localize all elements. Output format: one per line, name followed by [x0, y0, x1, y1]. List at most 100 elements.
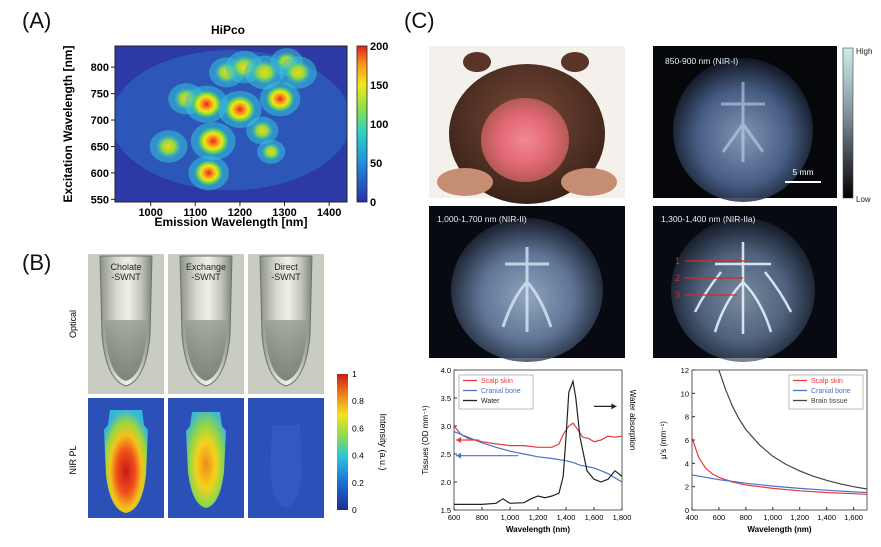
heatmap-xtick-label: 1100 — [183, 207, 207, 219]
row-label-optical: Optical — [68, 310, 78, 338]
x-tick-label: 600 — [448, 513, 461, 522]
x-tick-label: 800 — [740, 513, 753, 522]
x-tick-label: 1,200 — [529, 513, 548, 522]
nirpl-tube-3 — [270, 425, 302, 508]
panel-label-a: (A) — [22, 8, 52, 33]
heatmap-peak — [155, 134, 183, 159]
heatmap-peak — [265, 85, 295, 112]
x-tick-label: 1,400 — [817, 513, 836, 522]
panel-b-colorbar-label: Intensity (a.u.) — [378, 413, 388, 470]
y-tick-label: 3.5 — [441, 394, 451, 403]
y-axis-label: μ′s (mm⁻¹) — [659, 421, 668, 459]
x-tick-label: 1,000 — [501, 513, 520, 522]
y-tick-label: 2.5 — [441, 450, 451, 459]
tube-label-2-line1: Exchange — [186, 262, 226, 272]
nir2a-label: 1,300-1,400 nm (NIR-IIa) — [661, 214, 756, 224]
x-tick-label: 1,000 — [763, 513, 782, 522]
chart-absorption: 600 800 1,000 1,200 1,400 1,600 1,800 1.5 2.0 2.5… — [421, 366, 637, 534]
heatmap-peak — [261, 142, 282, 161]
x-tick-label: 1,400 — [557, 513, 576, 522]
x-tick-label: 400 — [686, 513, 699, 522]
heatmap-peak — [190, 90, 222, 119]
row-label-nirpl: NIR PL — [68, 445, 78, 474]
heatmap-colorbar-tick: 200 — [370, 41, 388, 53]
heatmap-colorbar-tick: 0 — [370, 197, 376, 209]
arrow-scalp-head — [456, 437, 462, 443]
x-tick-label: 1,800 — [613, 513, 632, 522]
x-tick-label: 1,600 — [585, 513, 604, 522]
heatmap-colorbar-tick: 50 — [370, 158, 382, 170]
nir-colorbar — [842, 47, 854, 199]
heatmap-ytick-label: 800 — [91, 62, 109, 74]
x-tick-label: 1,600 — [844, 513, 863, 522]
heatmap-xtick-label: 1300 — [272, 207, 296, 219]
nir-colorbar-high: High — [856, 47, 872, 56]
panel-b-colorbar-tick: 1 — [352, 369, 357, 379]
y-tick-label: 4 — [685, 459, 689, 468]
series-line-cranial-bone — [692, 474, 867, 494]
panel-b-colorbar-tick: 0 — [352, 505, 357, 515]
legend-label: Scalp skin — [811, 378, 843, 385]
heatmap-peak — [224, 95, 256, 124]
arrow-bone-head — [456, 452, 462, 459]
optical-tube-2 — [179, 255, 233, 387]
arrow-water-head — [611, 403, 617, 410]
tube-label-1-line1: Cholate — [110, 262, 141, 272]
x-axis-label: Wavelength (nm) — [747, 525, 811, 534]
tube-label-1-line2: -SWNT — [111, 272, 141, 282]
series-line-water — [454, 378, 622, 505]
optical-tube-3 — [259, 255, 313, 387]
x-axis-label: Wavelength (nm) — [506, 525, 570, 534]
vessel-label-2: 2 — [675, 273, 680, 283]
heatmap-title: HiPco — [211, 23, 245, 37]
heatmap-peak — [250, 120, 274, 141]
vessel-label-3: 3 — [675, 290, 680, 300]
heatmap-ytick-label: 650 — [91, 141, 109, 153]
tube-label-3-line2: -SWNT — [271, 272, 301, 282]
heatmap-peak — [194, 159, 224, 186]
tube-label-3-line1: Direct — [274, 262, 298, 272]
x-tick-label: 1,200 — [790, 513, 809, 522]
optical-tube-1 — [99, 255, 153, 387]
heatmap-colorbar-tick: 100 — [370, 119, 388, 131]
series-line-scalp-skin — [454, 422, 622, 448]
tube-label-2-line2: -SWNT — [191, 272, 221, 282]
vessel-label-1: 1 — [675, 256, 680, 266]
heatmap-ytick-label: 700 — [91, 115, 109, 127]
heatmap-peak — [284, 60, 312, 85]
legend-label: Scalp skin — [481, 378, 513, 385]
panel-b-tubes: Cholate -SWNT Exchange -SWNT Direct -SWN… — [68, 254, 388, 518]
heatmap-xtick-label: 1000 — [138, 207, 162, 219]
heatmap-ylabel: Excitation Wavelength [nm] — [61, 46, 75, 203]
heatmap-colorbar-tick: 150 — [370, 80, 388, 92]
nirpl-tube-2 — [186, 412, 226, 508]
heatmap-xlabel: Emission Wavelength [nm] — [155, 215, 308, 229]
x-tick-label: 600 — [713, 513, 726, 522]
nir1-label: 850-900 nm (NIR-I) — [665, 56, 738, 66]
panel-c-images: 850-900 nm (NIR-I) 5 mm High Low 1,000-1… — [429, 46, 872, 362]
y-tick-label: 10 — [681, 389, 689, 398]
series-line-cranial-bone — [454, 431, 622, 483]
panel-b-colorbar-tick: 0.2 — [352, 478, 364, 488]
y-tick-label: 8 — [685, 413, 689, 422]
y-tick-label: 3.0 — [441, 422, 451, 431]
y-tick-label: 1.5 — [441, 506, 451, 515]
y-axis-label: Tissues (OD mm⁻¹) — [421, 405, 430, 475]
legend-label: Brain tissue — [811, 398, 848, 405]
series-line-scalp-skin — [692, 437, 867, 495]
panel-b-colorbar-tick: 0.4 — [352, 451, 364, 461]
y-tick-label: 12 — [681, 366, 689, 375]
scalebar-label: 5 mm — [792, 167, 813, 177]
panel-a-heatmap: HiPco 1000 1100 1200 1300 1400 5506006507007… — [61, 23, 388, 229]
legend-label: Cranial bone — [481, 388, 521, 395]
heatmap-xtick-label: 1200 — [228, 207, 252, 219]
vessel-markers — [685, 260, 747, 296]
heatmap-xtick-label: 1400 — [317, 207, 341, 219]
nir-colorbar-low: Low — [856, 195, 871, 204]
nirpl-tube-1 — [104, 410, 148, 513]
panel-b-colorbar-tick: 0.8 — [352, 396, 364, 406]
y-tick-label: 0 — [685, 506, 689, 515]
y2-axis-label: Water absorption — [628, 390, 637, 451]
legend-label: Water — [481, 398, 500, 405]
y-tick-label: 2 — [685, 483, 689, 492]
